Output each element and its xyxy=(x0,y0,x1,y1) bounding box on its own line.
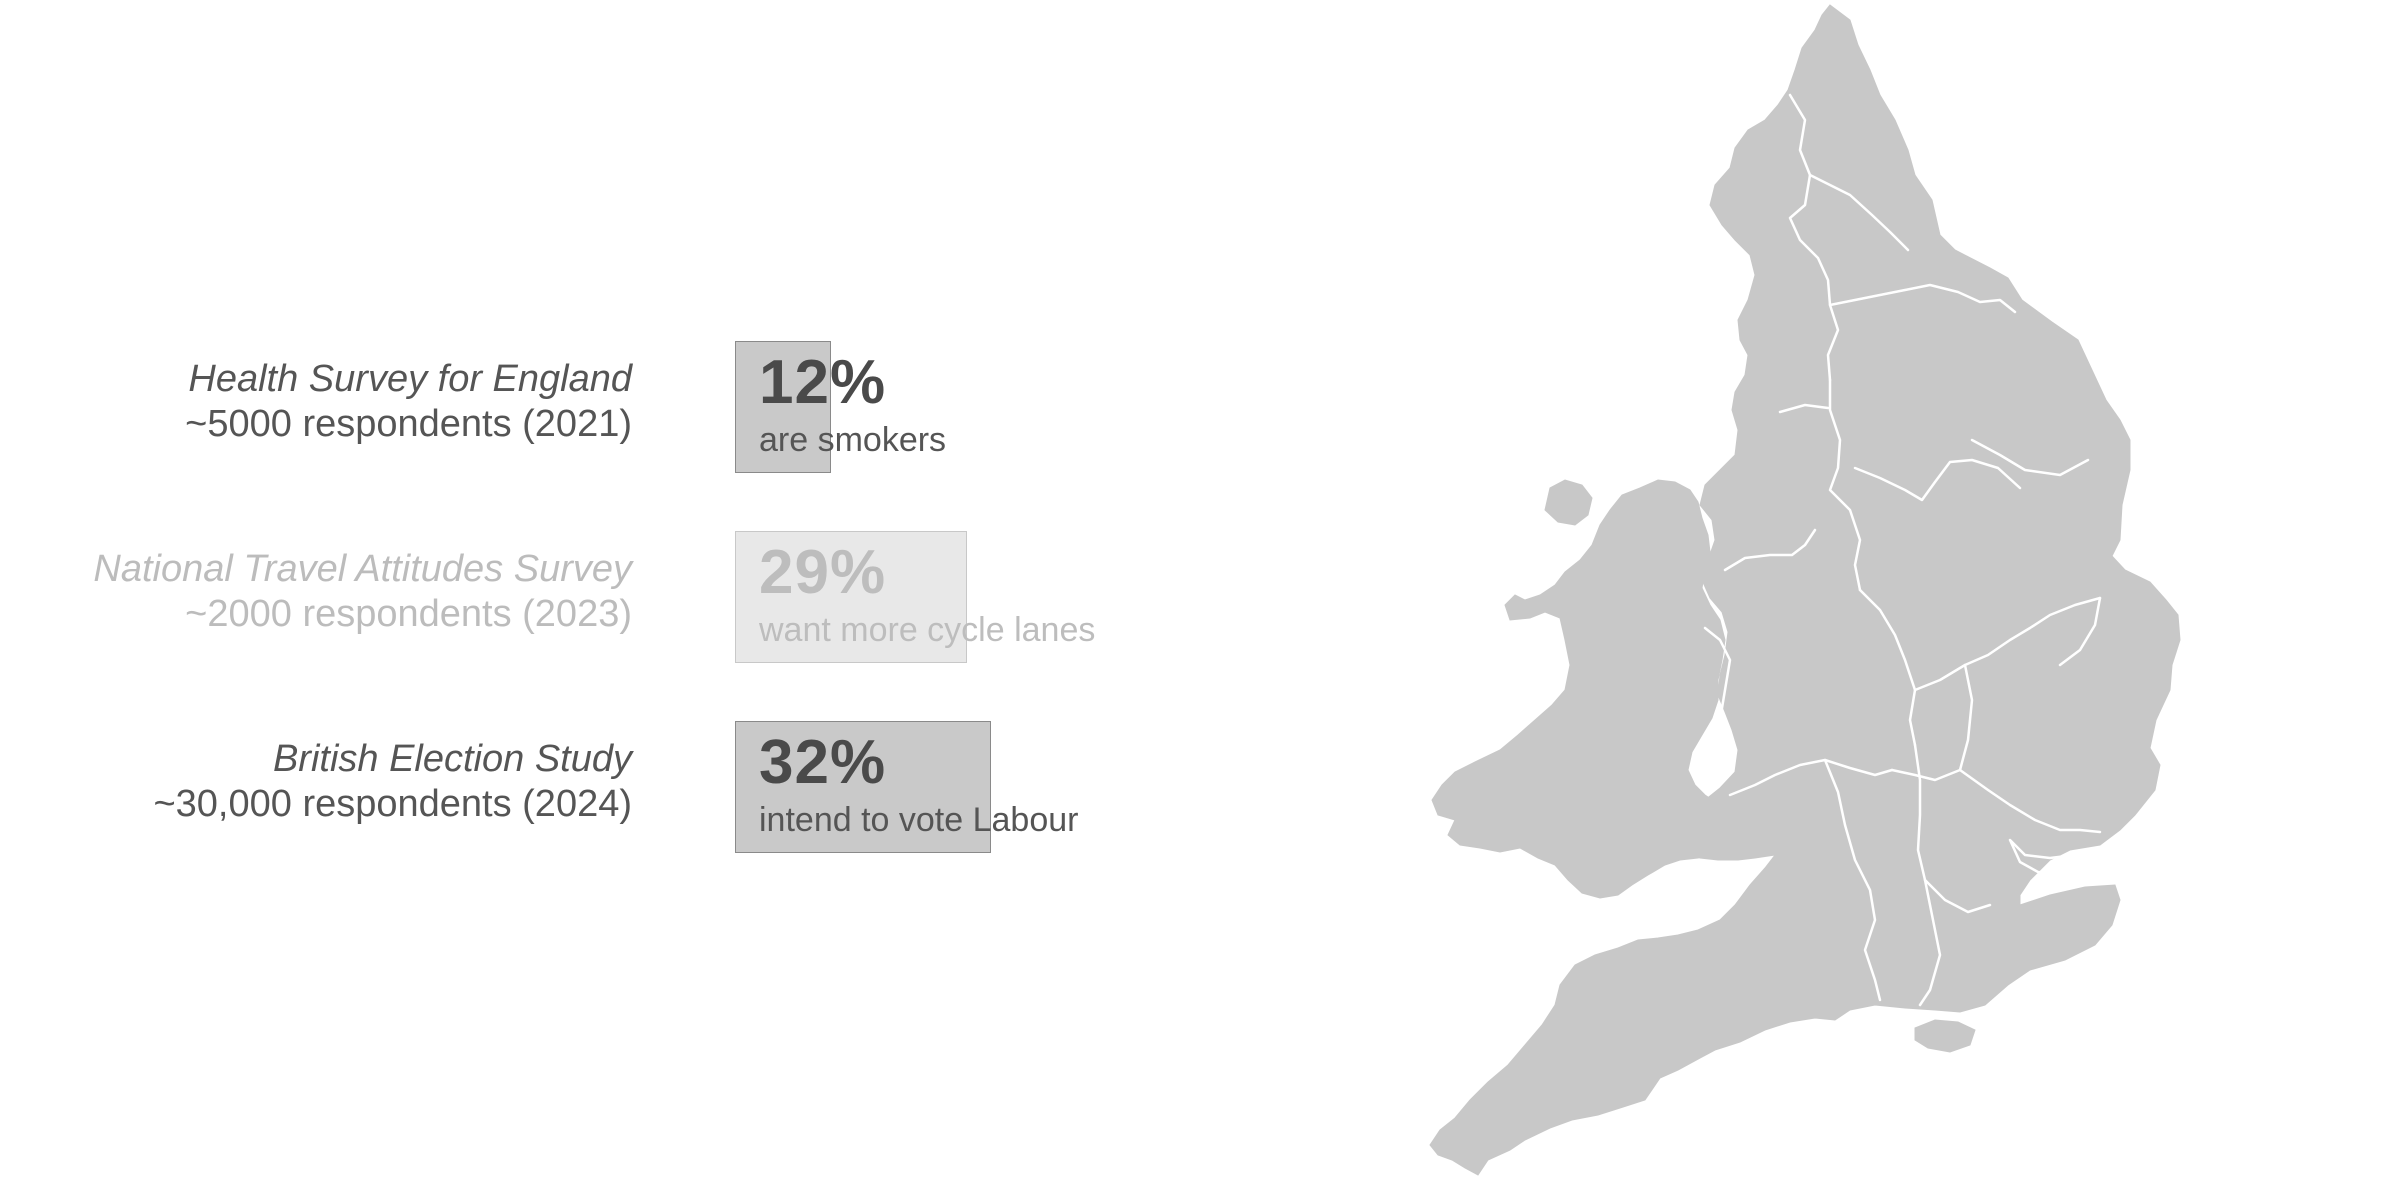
anglesey-island xyxy=(1544,479,1593,526)
survey-label-1: Health Survey for England ~5000 responde… xyxy=(12,357,632,447)
isle-of-wight xyxy=(1914,1019,1976,1053)
region-border xyxy=(1828,378,1862,592)
survey-label-2: National Travel Attitudes Survey ~2000 r… xyxy=(12,547,632,637)
survey-name: Health Survey for England xyxy=(188,358,632,400)
region-border xyxy=(1728,758,1894,797)
survey-label-3: British Election Study ~30,000 responden… xyxy=(12,737,632,827)
survey-name: National Travel Attitudes Survey xyxy=(93,548,632,590)
stat-percent: 29% xyxy=(759,538,887,607)
region-border xyxy=(1958,768,2102,834)
region-border xyxy=(1788,93,1910,252)
region-border xyxy=(1970,438,2090,477)
region-border xyxy=(1913,743,1992,914)
stat-description: intend to vote Labour xyxy=(759,801,1079,839)
survey-meta: ~5000 respondents (2021) xyxy=(185,402,632,445)
region-border xyxy=(1788,173,1840,382)
stat-description: want more cycle lanes xyxy=(759,611,1096,649)
stat-fill-bar xyxy=(735,341,831,473)
stat-description: are smokers xyxy=(759,421,947,459)
region-border xyxy=(2058,596,2102,667)
region-border xyxy=(1823,758,1882,1002)
stat-fill-bar xyxy=(735,531,967,663)
region-border xyxy=(1858,588,1917,747)
region-border xyxy=(1723,528,1817,572)
region-border xyxy=(1918,878,1942,1007)
region-border xyxy=(2008,838,2097,877)
survey-name: British Election Study xyxy=(272,738,632,780)
stat-percent: 32% xyxy=(759,728,887,797)
stat-fill-bar xyxy=(735,721,991,853)
survey-meta: ~2000 respondents (2023) xyxy=(185,592,632,635)
map-svg xyxy=(1429,4,2181,1176)
wales-landmass xyxy=(1431,479,1741,899)
stat-box-3: 32% intend to vote Labour xyxy=(735,721,1635,855)
region-border xyxy=(1828,283,2017,314)
region-border xyxy=(1913,596,2102,692)
region-border xyxy=(1778,403,1830,414)
england-landmass xyxy=(1429,4,2181,1176)
stat-box-2: 29% want more cycle lanes xyxy=(735,531,1635,665)
region-border xyxy=(1703,626,1732,742)
region-border xyxy=(1853,458,2022,502)
survey-meta: ~30,000 respondents (2024) xyxy=(153,782,632,825)
england-wales-map xyxy=(1360,0,2320,1200)
stat-percent: 12% xyxy=(759,348,887,417)
stat-box-1: 12% are smokers xyxy=(735,341,1635,475)
